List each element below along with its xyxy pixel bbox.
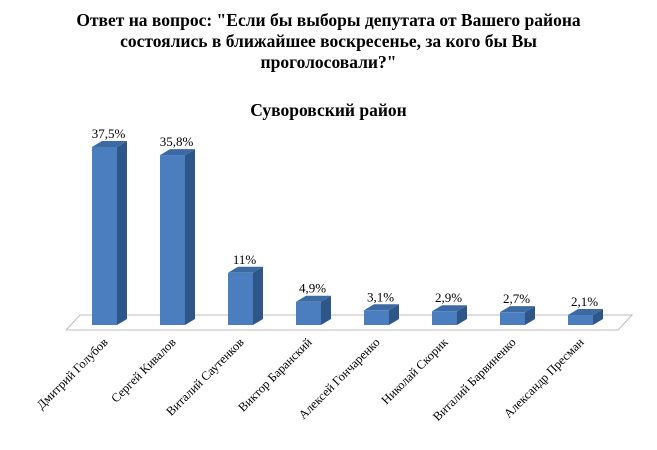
data-label: 37,5% bbox=[92, 126, 126, 141]
bar-top bbox=[92, 141, 127, 147]
bar bbox=[432, 305, 467, 325]
chart-title: Ответ на вопрос: "Если бы выборы депутат… bbox=[0, 10, 657, 73]
category-label: Николай Скорик bbox=[379, 335, 452, 408]
bar-side bbox=[117, 141, 127, 325]
bar-top bbox=[228, 266, 263, 273]
category-label: Дмитрий Голубов bbox=[34, 335, 111, 412]
bar-top bbox=[296, 295, 331, 302]
category-label: Сергей Кивалов bbox=[108, 335, 178, 405]
bar-top bbox=[432, 305, 467, 312]
bar-top bbox=[500, 306, 535, 313]
data-label: 2,1% bbox=[571, 294, 598, 309]
chart-title-line-1: Ответ на вопрос: "Если бы выборы депутат… bbox=[76, 10, 581, 30]
bar-front bbox=[296, 301, 321, 325]
data-label: 11% bbox=[233, 252, 257, 267]
bar bbox=[500, 306, 535, 325]
category-label: Виктор Баранский bbox=[235, 335, 314, 414]
chart-title-line-2: состоялись в ближайшее воскресенье, за к… bbox=[120, 31, 537, 51]
bar-top bbox=[160, 149, 195, 156]
bar-side bbox=[389, 304, 399, 325]
bar-front bbox=[364, 310, 389, 325]
chart-title-line-3: проголосовали?" bbox=[260, 52, 397, 72]
bar-side bbox=[457, 305, 467, 325]
data-label: 3,1% bbox=[367, 289, 394, 304]
chart-floor bbox=[64, 314, 634, 331]
bar-front bbox=[568, 315, 593, 325]
bar bbox=[228, 266, 263, 325]
bar-front bbox=[500, 312, 525, 325]
bar bbox=[296, 295, 331, 325]
bar bbox=[92, 141, 127, 325]
bar-top bbox=[364, 304, 399, 311]
data-label: 2,7% bbox=[503, 291, 530, 306]
data-label: 35,8% bbox=[160, 134, 194, 149]
bar-side bbox=[593, 309, 603, 325]
data-label: 4,9% bbox=[299, 281, 326, 296]
chart-subtitle: Суворовский район bbox=[250, 100, 407, 120]
bar bbox=[160, 149, 195, 325]
bar-side bbox=[185, 149, 195, 325]
bar-side bbox=[525, 306, 535, 325]
bar-side bbox=[321, 295, 331, 325]
bar-top bbox=[568, 309, 603, 316]
bar-front bbox=[432, 311, 457, 325]
bar-front bbox=[92, 147, 117, 325]
bar-side bbox=[253, 266, 263, 325]
data-label: 2,9% bbox=[435, 290, 462, 305]
bar bbox=[568, 309, 603, 325]
bar-front bbox=[160, 155, 185, 325]
bar bbox=[364, 304, 399, 325]
bar-front bbox=[228, 272, 253, 325]
